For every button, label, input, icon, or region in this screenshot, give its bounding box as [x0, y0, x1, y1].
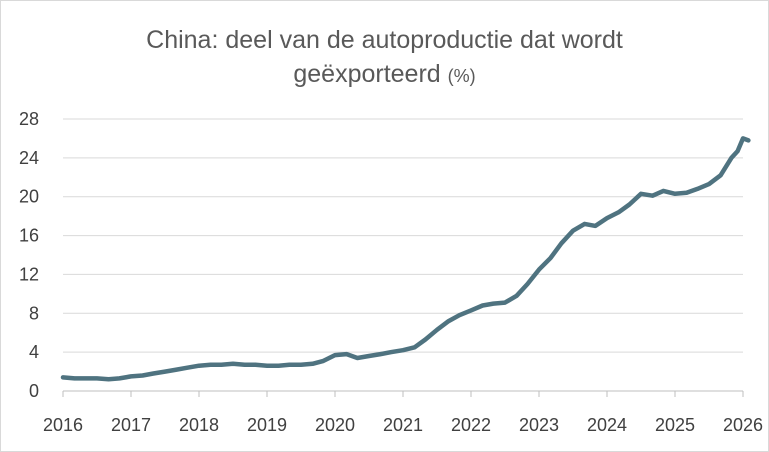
y-tick-label: 12	[19, 264, 39, 284]
y-tick-label: 8	[29, 303, 39, 323]
y-tick-label: 28	[19, 109, 39, 129]
x-axis-tick-labels: 2016 2017 2018 2019 2020 2021 2022 2023 2024 2025…	[43, 415, 763, 435]
y-tick-label: 24	[19, 148, 39, 168]
x-tick-label: 2023	[519, 415, 559, 435]
series	[60, 136, 751, 382]
series-line-0	[60, 136, 751, 382]
chart-title-line-1: China: deel van de autoproductie dat wor…	[146, 26, 623, 54]
x-tick-label: 2025	[655, 415, 695, 435]
x-axis	[62, 390, 744, 397]
y-tick-label: 20	[19, 187, 39, 207]
x-tick-label: 2017	[111, 415, 151, 435]
y-axis-tick-labels: 0 4 8 12 16 20 24 28	[19, 109, 39, 401]
x-tick-label: 2016	[43, 415, 83, 435]
y-tick-label: 0	[29, 381, 39, 401]
x-tick-label: 2019	[247, 415, 287, 435]
x-tick-label: 2020	[315, 415, 355, 435]
chart-title: China: deel van de autoproductie dat wor…	[1, 23, 768, 93]
gridlines	[63, 118, 743, 353]
x-tick-label: 2024	[587, 415, 627, 435]
chart-title-main: geëxporteerd	[293, 60, 441, 88]
chart-title-unit: (%)	[447, 66, 476, 86]
y-tick-label: 16	[19, 226, 39, 246]
chart-title-line-2: geëxporteerd (%)	[1, 57, 768, 93]
x-tick-label: 2021	[383, 415, 423, 435]
x-tick-label: 2022	[451, 415, 491, 435]
y-tick-label: 4	[29, 342, 39, 362]
x-tick-label: 2018	[179, 415, 219, 435]
x-tick-label: 2026	[723, 415, 763, 435]
